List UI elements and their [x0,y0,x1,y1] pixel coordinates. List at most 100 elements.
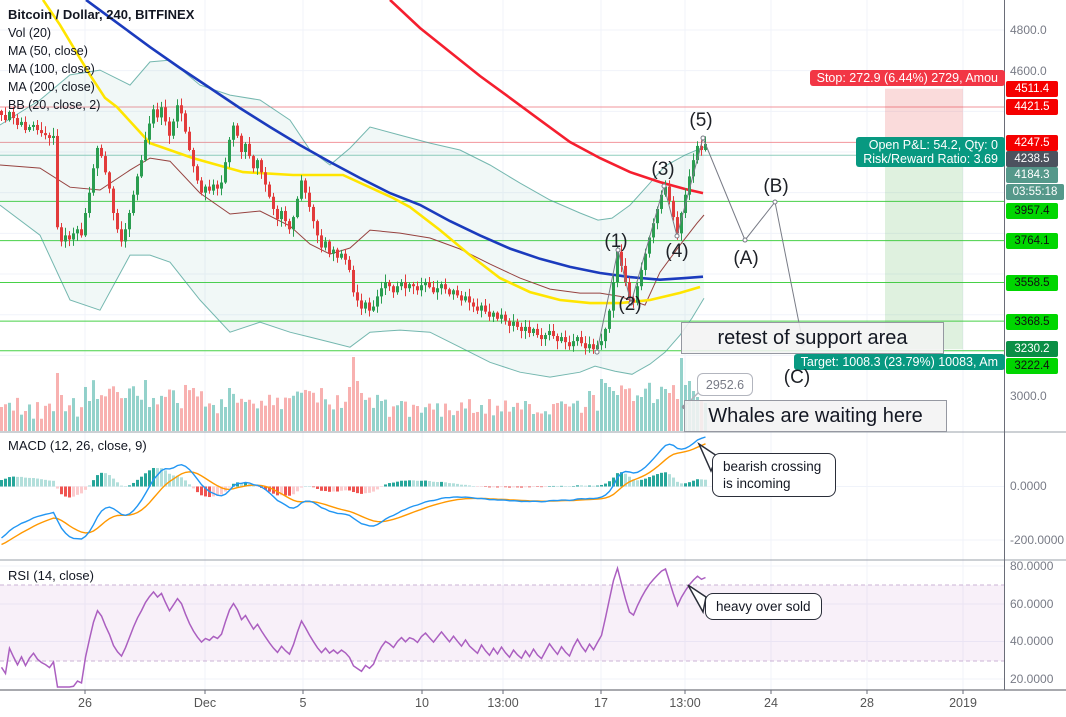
macd-histogram-bar [676,481,679,487]
macd-histogram-bar [296,486,299,492]
volume-bar [12,410,15,431]
candle-body [292,217,295,230]
elliott-wave-label[interactable]: (C) [783,367,811,388]
indicator-legend-item[interactable]: Vol (20) [8,26,52,40]
macd-histogram-bar [168,473,171,487]
candle-body [580,337,583,344]
volume-bar [24,411,27,431]
annotation-whales-waiting[interactable]: Whales are waiting here [684,400,947,432]
volume-bar [288,398,291,431]
macd-histogram-bar [0,480,3,487]
time-axis-label: 13:00 [669,696,701,710]
macd-histogram-bar [200,486,203,496]
candle-body [224,162,227,183]
elliott-wave-label[interactable]: (A) [733,248,759,269]
macd-histogram-bar [404,480,407,487]
macd-legend[interactable]: MACD (12, 26, close, 9) [8,438,147,453]
candle-body [192,149,195,167]
volume-bar [180,408,183,431]
stop-order-badge[interactable]: Stop: 272.9 (6.44%) 2729, Amou [809,70,1005,86]
time-axis-label: 10 [415,696,429,710]
time-axis-label: Dec [193,696,217,710]
macd-histogram-bar [492,486,495,488]
rsi-legend[interactable]: RSI (14, close) [8,568,94,583]
time-axis-label: 26 [78,696,92,710]
indicator-legend-item[interactable]: MA (200, close) [8,80,95,94]
volume-value-callout[interactable]: 2952.6 [697,373,753,396]
candle-body [144,139,147,161]
volume-bar [596,410,599,431]
macd-histogram-bar [204,486,207,497]
elliott-wave-label[interactable]: (3) [651,159,675,180]
volume-bar [272,405,275,431]
indicator-legend-item[interactable]: BB (20, close, 2) [8,98,101,112]
volume-bar [184,384,187,431]
macd-histogram-bar [700,479,703,487]
price-badge: 3222.4 [1006,358,1058,374]
elliott-wave-label[interactable]: (4) [665,241,689,262]
macd-histogram-bar [420,480,423,487]
candle-body [592,344,595,350]
indicator-legend-item[interactable]: MA (50, close) [8,44,88,58]
macd-histogram-bar [56,486,59,489]
candle-body [244,143,247,153]
volume-bar [300,392,303,431]
volume-bar [508,411,511,431]
volume-bar [604,383,607,431]
volume-bar [428,403,431,431]
elliott-wave-label[interactable]: (1) [604,231,628,252]
annotation-retest-support[interactable]: retest of support area [681,322,944,354]
macd-histogram-bar [308,486,311,487]
candle-body [396,286,399,293]
indicator-legend-item[interactable]: MA (100, close) [8,62,95,76]
candle-body [36,124,39,131]
candle-body [516,321,519,327]
macd-histogram-bar [132,482,135,487]
candle-body [212,184,215,191]
volume-bar [432,409,435,431]
target-order-badge[interactable]: Target: 1008.3 (23.79%) 10083, Am [793,354,1005,370]
macd-histogram-bar [488,486,491,488]
macd-histogram-bar [324,486,327,492]
macd-histogram-bar [192,486,195,489]
candle-body [544,335,547,340]
symbol-title[interactable]: Bitcoin / Dollar, 240, BITFINEX [8,7,195,22]
macd-histogram-bar [380,486,383,487]
volume-bar [376,394,379,431]
elliott-wave-label[interactable]: (2) [618,294,642,315]
macd-histogram-bar [368,486,371,493]
volume-bar [336,395,339,431]
candle-body [672,200,675,218]
macd-histogram-bar [128,485,131,487]
macd-note-bubble[interactable]: bearish crossing is incoming [712,453,836,497]
time-axis[interactable]: 26 Dec 5 10 13:00 17 13:00 24 28 2019 [0,690,1066,717]
volume-bar [48,403,51,431]
open-pnl-badge[interactable]: Open P&L: 54.2, Qty: 0 Risk/Reward Ratio… [856,137,1005,167]
wave-vertex [742,237,748,243]
candle-body [348,259,351,270]
macd-histogram-bar [384,484,387,487]
volume-bar [80,407,83,431]
volume-bar [420,412,423,431]
rsi-note-bubble[interactable]: heavy over sold [705,593,822,620]
macd-histogram-bar [348,486,351,491]
candle-body [340,253,343,258]
macd-histogram-bar [576,485,579,487]
volume-bar [332,409,335,431]
candle-body [92,168,95,193]
macd-histogram-bar [428,480,431,487]
candle-body [360,300,363,309]
volume-bar [648,382,651,431]
wave-vertex [594,349,600,355]
candle-body [464,296,467,301]
elliott-wave-label[interactable]: (B) [763,176,789,197]
elliott-wave-label[interactable]: (5) [689,110,713,131]
price-axis[interactable]: 4800.0 4600.0 3000.0 4511.4 4421.5 4247.5 4238… [1004,0,1066,690]
candle-body [324,241,327,248]
macd-histogram-bar [172,475,175,487]
volume-bar [504,400,507,431]
candle-body [216,184,219,189]
macd-histogram-bar [116,482,119,487]
candle-body [272,196,275,209]
